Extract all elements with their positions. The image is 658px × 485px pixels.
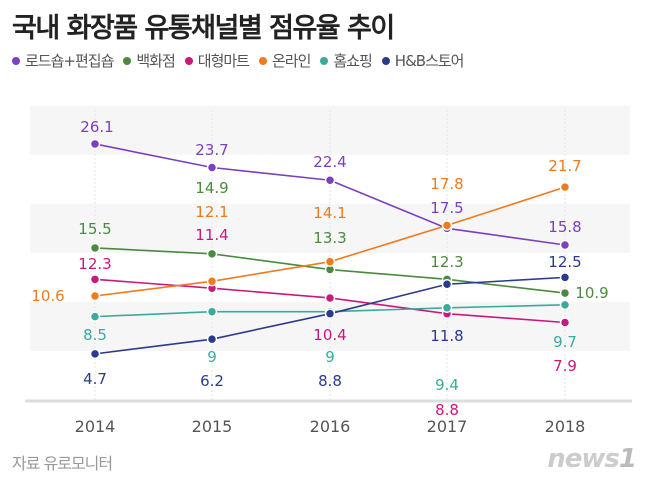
data-point	[206, 306, 218, 317]
legend-item: H&B스토어	[381, 50, 465, 71]
legend-marker	[12, 56, 20, 65]
data-label: 9	[207, 348, 217, 366]
data-label: 17.8	[430, 175, 463, 193]
data-point	[559, 272, 571, 283]
legend-label: 온라인	[271, 52, 311, 70]
data-point	[89, 290, 101, 302]
legend-label: 대형마트	[197, 52, 250, 70]
data-label: 8.8	[318, 372, 342, 390]
legend-item: 로드숍+편집숍	[12, 50, 114, 71]
data-label: 11.8	[430, 327, 463, 345]
x-tick-label: 2018	[545, 417, 586, 436]
data-label: 12.3	[78, 255, 111, 273]
x-tick-label: 2017	[427, 417, 468, 436]
data-label: 14.9	[195, 179, 228, 197]
data-label: 12.5	[548, 253, 581, 271]
legend-marker	[258, 56, 267, 65]
data-point	[89, 242, 101, 254]
data-label: 26.1	[80, 118, 113, 136]
data-label: 6.2	[200, 372, 224, 390]
data-label: 11.4	[195, 226, 228, 244]
data-point	[324, 256, 336, 267]
data-label: 15.8	[548, 218, 581, 236]
data-point	[559, 287, 571, 299]
data-point	[441, 302, 453, 314]
data-label: 17.5	[430, 199, 463, 217]
data-label: 9.7	[553, 333, 577, 351]
data-label: 15.5	[78, 220, 111, 238]
x-tick-label: 2015	[192, 417, 233, 436]
source-note: 자료 유로모니터	[12, 454, 113, 473]
data-label: 9.4	[435, 376, 459, 394]
legend-marker	[381, 56, 390, 65]
data-point	[206, 333, 218, 345]
legend-item: 대형마트	[184, 50, 250, 71]
data-point	[559, 239, 571, 251]
legend-label: 로드숍+편집숍	[25, 52, 114, 70]
data-point	[89, 274, 101, 285]
data-point	[441, 220, 453, 231]
data-label: 21.7	[548, 157, 581, 175]
data-point	[89, 311, 101, 322]
data-point	[324, 292, 336, 304]
legend-label: 홈쇼핑	[333, 52, 372, 70]
data-label: 7.9	[553, 357, 577, 375]
legend-item: 백화점	[123, 50, 176, 71]
legend-label: H&B스토어	[394, 52, 465, 70]
data-label: 14.1	[313, 204, 346, 222]
data-point	[324, 308, 336, 319]
data-label: 23.7	[195, 141, 228, 159]
data-point	[559, 317, 571, 328]
legend-item: 홈쇼핑	[320, 50, 373, 71]
data-label: 10.9	[575, 284, 608, 302]
news1-logo: news1	[547, 444, 637, 474]
data-point	[206, 276, 218, 287]
legend-item: 온라인	[258, 50, 311, 71]
data-point	[559, 181, 571, 193]
data-point	[324, 175, 336, 186]
legend-marker	[184, 56, 193, 65]
data-label: 12.3	[430, 253, 463, 271]
legend-label: 백화점	[136, 52, 175, 70]
chart-title: 국내 화장품 유통채널별 점유율 추이	[12, 13, 395, 44]
data-point	[559, 299, 571, 311]
data-label: 12.1	[195, 203, 228, 221]
data-label: 4.7	[83, 370, 107, 388]
legend: 로드숍+편집숍 백화점 대형마트 온라인 홈쇼핑 H&B스토어	[12, 50, 465, 71]
data-point	[206, 248, 218, 260]
data-label: 10.4	[313, 326, 346, 344]
data-label: 10.6	[31, 287, 64, 305]
data-label: 8.8	[435, 401, 459, 419]
legend-marker	[123, 56, 132, 65]
legend-marker	[320, 56, 329, 65]
data-label: 8.5	[83, 326, 107, 344]
data-point	[206, 162, 218, 173]
data-label: 9	[325, 348, 335, 366]
x-tick-label: 2016	[310, 417, 351, 436]
x-tick-label: 2014	[75, 417, 116, 436]
data-point	[89, 348, 101, 360]
data-point	[441, 278, 453, 290]
data-label: 13.3	[313, 229, 346, 247]
data-label: 22.4	[313, 153, 346, 171]
data-point	[89, 138, 101, 150]
